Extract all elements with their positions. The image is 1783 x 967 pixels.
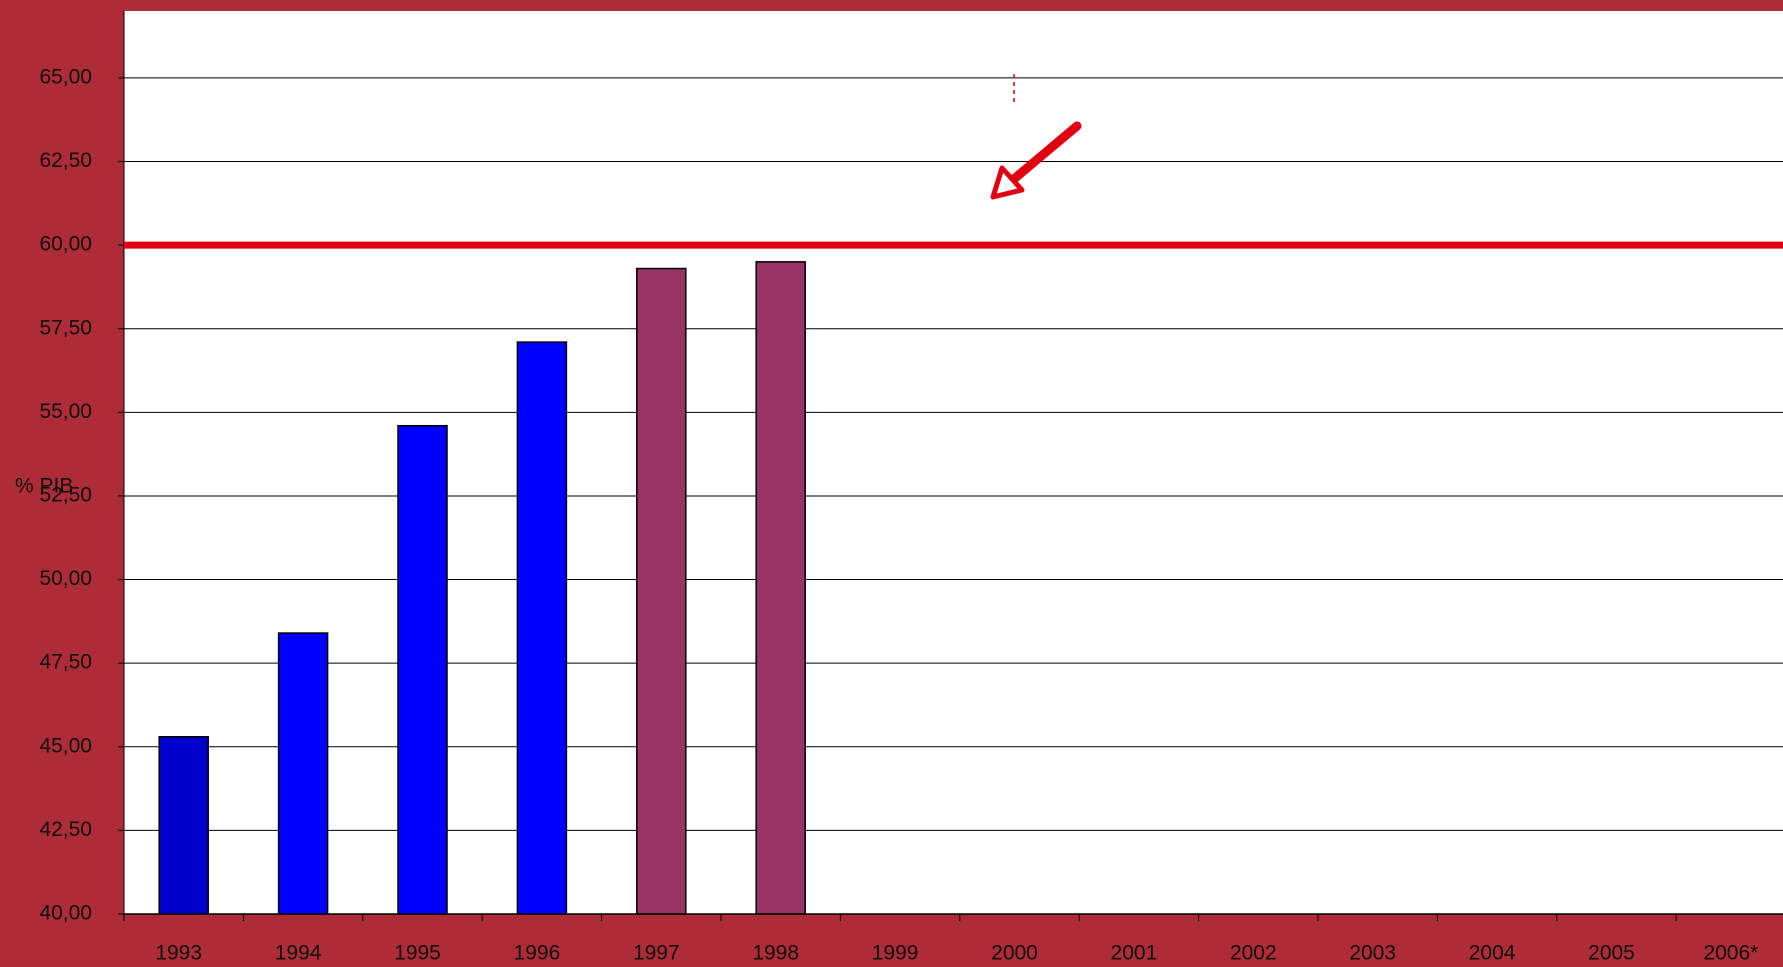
y-tick-label: 62,50 <box>39 149 92 172</box>
x-tick-label: 1993 <box>155 942 202 965</box>
x-tick-label: 2005 <box>1588 942 1635 965</box>
x-tick-label: 1998 <box>752 942 799 965</box>
labels: 40,00 42,50 45,00 47,50 50,00 52,50 55,00 57,50… <box>39 65 1758 964</box>
y-tick-label: 47,50 <box>39 651 92 674</box>
x-tick-label: 2004 <box>1469 942 1516 965</box>
x-tick-label: 1996 <box>514 942 561 965</box>
y-tick-label: 50,00 <box>39 567 92 590</box>
arrow-head <box>990 165 1025 200</box>
arrow-shaft <box>1003 121 1082 189</box>
y-tick-label: 60,00 <box>39 233 92 256</box>
x-tick-label: 2006* <box>1703 942 1758 965</box>
bar <box>397 424 448 915</box>
x-tick-label: 2003 <box>1349 942 1396 965</box>
bars <box>158 261 806 915</box>
y-tick-label: 45,00 <box>39 734 92 757</box>
plot-area <box>124 11 1783 914</box>
bar <box>158 735 209 915</box>
y-tick-label: 57,50 <box>39 316 92 339</box>
bar <box>755 261 806 915</box>
x-tick-label: 2001 <box>1111 942 1158 965</box>
x-tick-label: 1999 <box>872 942 919 965</box>
x-tick-label: 2002 <box>1230 942 1277 965</box>
bar <box>636 267 687 915</box>
x-tick-label: 1995 <box>394 942 441 965</box>
y-axis-label: % PIB <box>15 475 73 498</box>
y-tick-label: 52,50 <box>39 483 92 506</box>
x-tick-label: 1997 <box>633 942 680 965</box>
arrow <box>990 121 1082 200</box>
bar <box>277 632 329 915</box>
bar <box>516 341 568 915</box>
y-tick-label: 65,00 <box>39 65 92 88</box>
x-tick-label: 1994 <box>275 942 322 965</box>
y-tick-label: 42,50 <box>39 818 92 841</box>
y-tick-label: 55,00 <box>39 400 92 423</box>
x-tick-label: 2000 <box>991 942 1038 965</box>
y-tick-label: 40,00 <box>39 902 92 925</box>
